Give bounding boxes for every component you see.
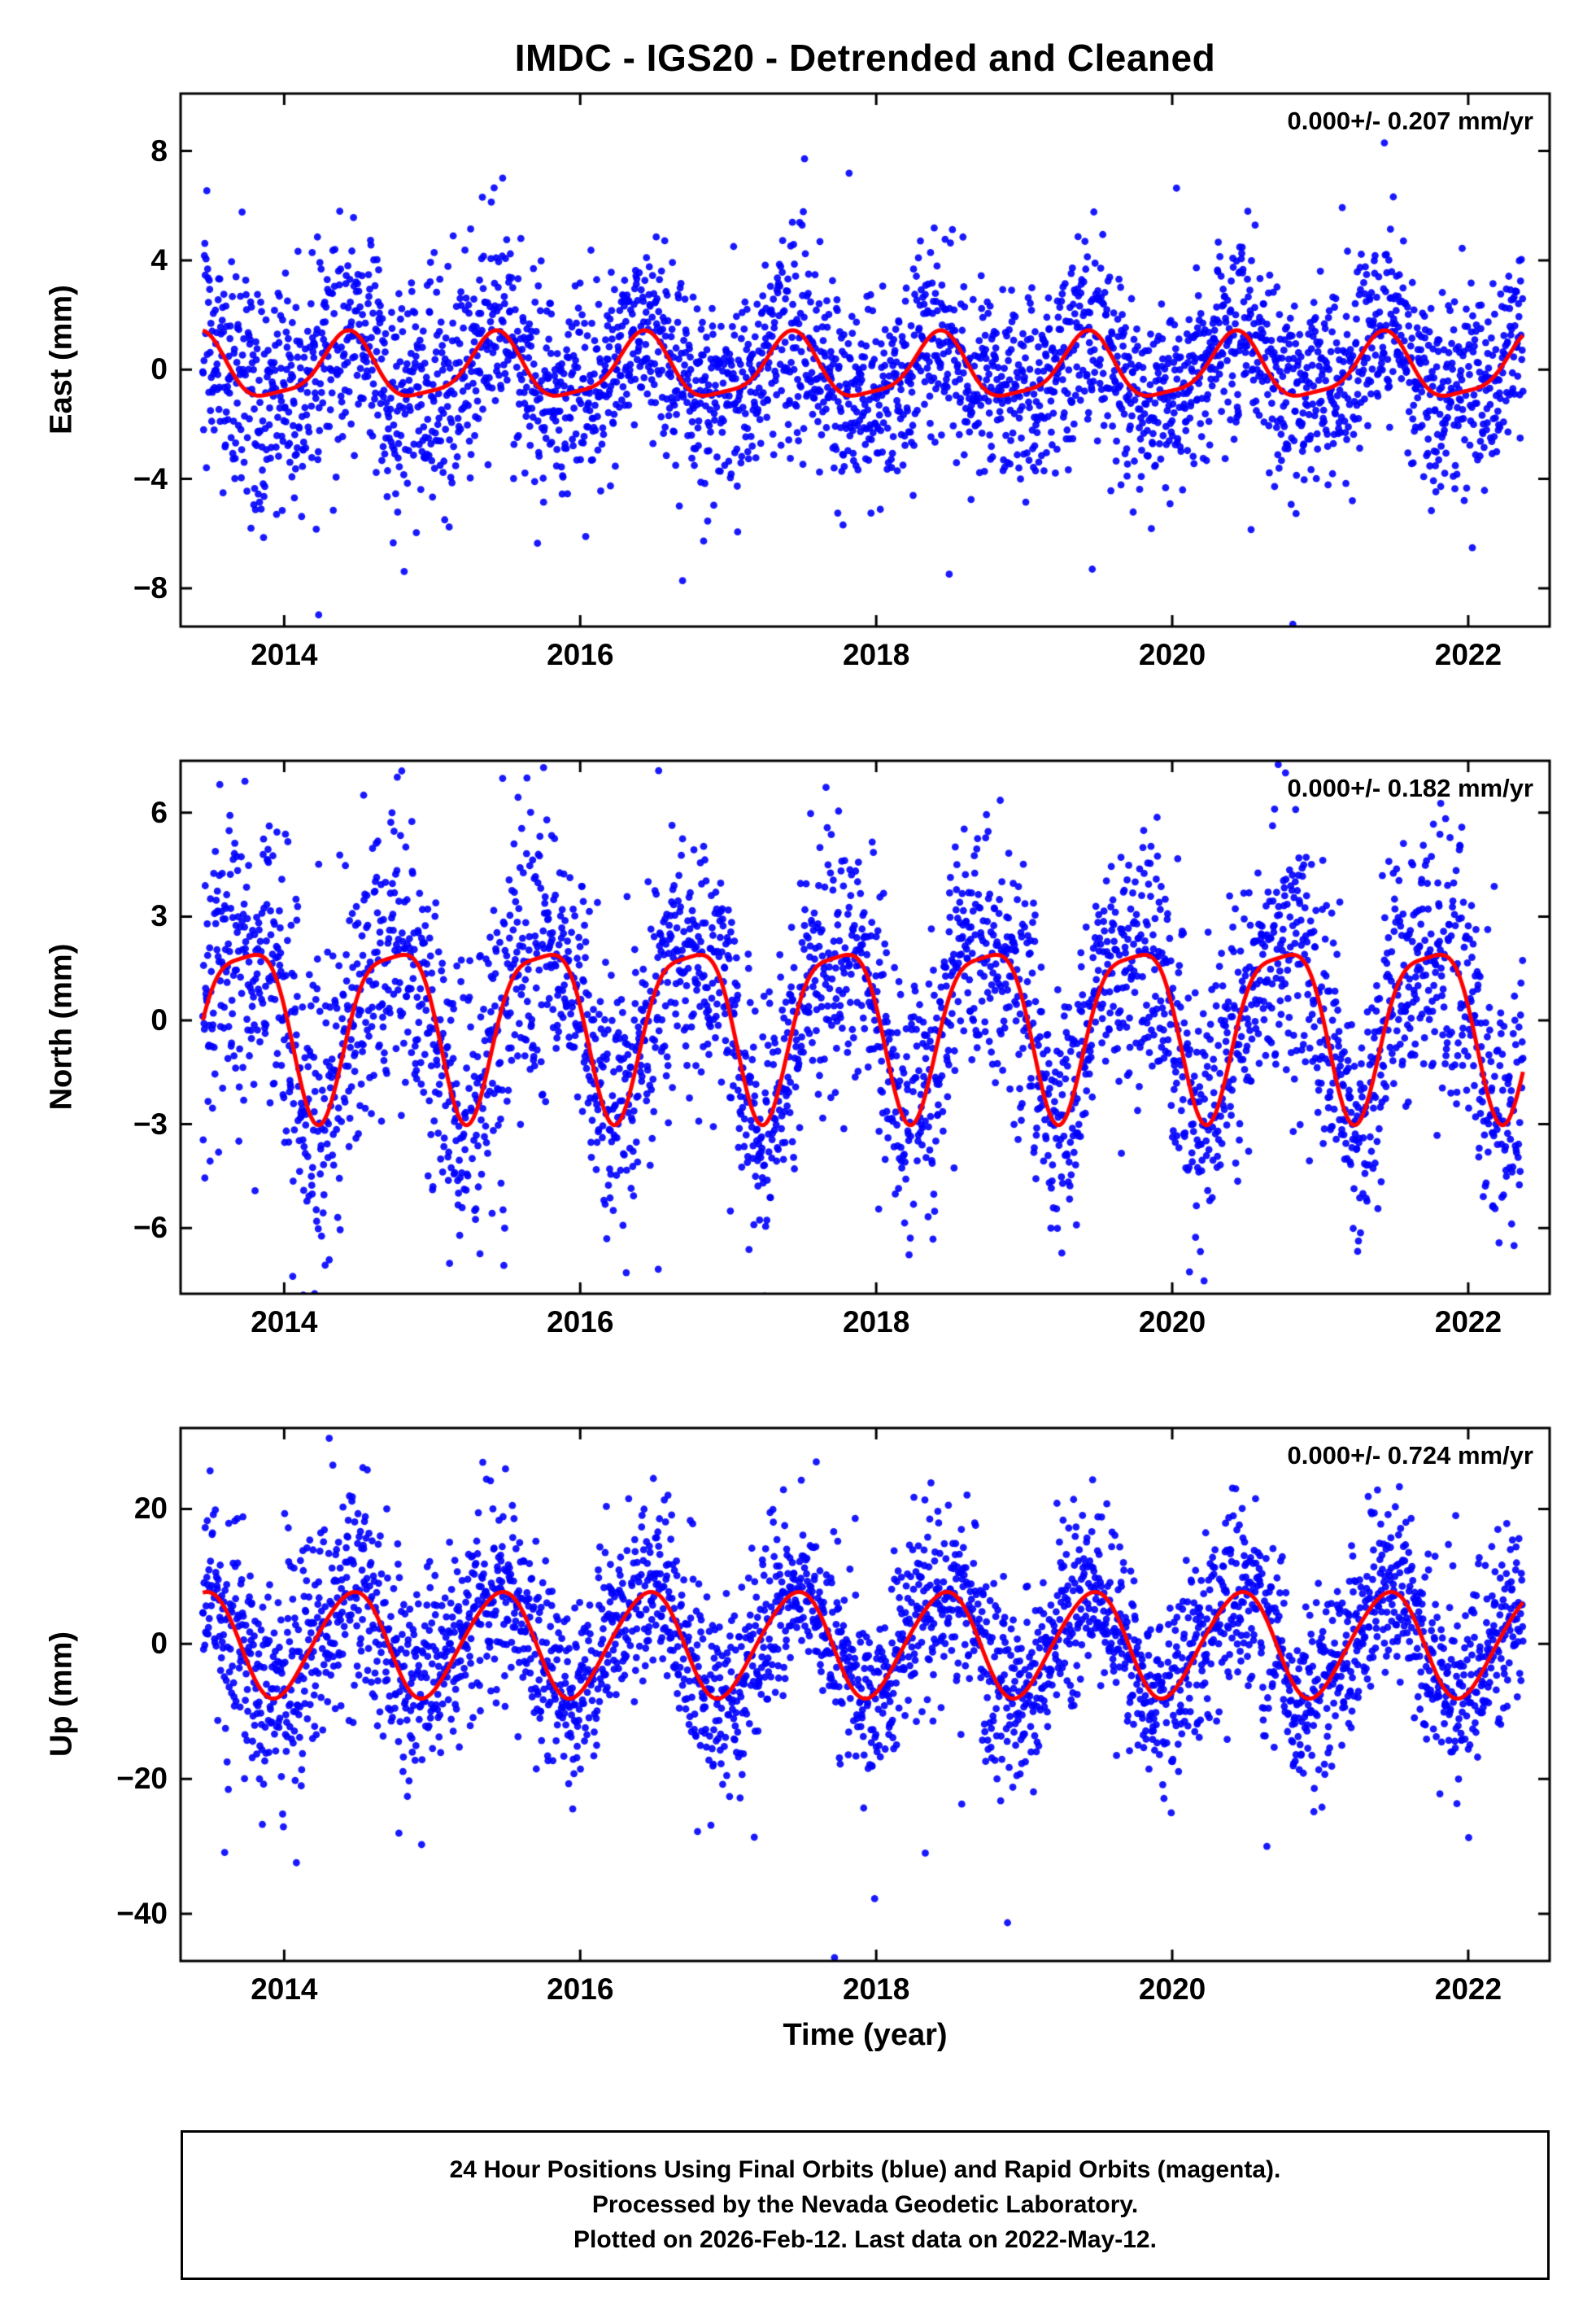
up-y-tick-label: 20 (133, 1491, 168, 1526)
north-y-tick-label: 0 (150, 1002, 168, 1037)
east-y-tick-label: −4 (133, 461, 168, 496)
up-x-tick-label: 2014 (251, 1972, 318, 2006)
east-y-tick-label: 8 (150, 133, 168, 168)
north-x-tick-label: 2020 (1138, 1305, 1206, 1339)
north-y-tick-label: 3 (150, 899, 168, 933)
east-rate-annotation: 0.000+/- 0.207 mm/yr (1287, 107, 1533, 135)
up-y-tick-label: −20 (116, 1762, 168, 1796)
east-x-tick-label: 2016 (547, 638, 614, 671)
page-title: IMDC - IGS20 - Detrended and Cleaned (514, 37, 1216, 79)
east-y-tick-label: −8 (133, 570, 168, 605)
north-y-tick-label: 6 (150, 795, 168, 829)
up-x-tick-label: 2022 (1434, 1972, 1502, 2006)
up-rate-annotation: 0.000+/- 0.724 mm/yr (1287, 1441, 1533, 1470)
up-y-tick-label: −40 (116, 1896, 168, 1930)
up-plot-canvas (163, 1410, 1568, 1979)
north-x-tick-label: 2018 (842, 1305, 910, 1339)
east-y-tick-label: 4 (150, 242, 168, 277)
east-x-tick-label: 2018 (842, 638, 910, 671)
east-x-tick-label: 2022 (1434, 638, 1502, 671)
footer-line-1: 24 Hour Positions Using Final Orbits (bl… (449, 2156, 1281, 2183)
up-x-tick-label: 2020 (1138, 1972, 1206, 2006)
north-x-tick-label: 2016 (547, 1305, 614, 1339)
footer-caption-box: 24 Hour Positions Using Final Orbits (bl… (181, 2130, 1550, 2280)
footer-line-3: Plotted on 2026-Feb-12. Last data on 202… (573, 2226, 1157, 2253)
east-x-tick-label: 2020 (1138, 638, 1206, 671)
north-y-tick-label: −3 (133, 1107, 168, 1141)
north-rate-annotation: 0.000+/- 0.182 mm/yr (1287, 774, 1533, 802)
east-plot-canvas (163, 76, 1568, 644)
up-y-tick-label: 0 (150, 1627, 168, 1661)
north-x-tick-label: 2014 (251, 1305, 318, 1339)
x-axis-label: Time (year) (783, 2018, 948, 2052)
east-x-tick-label: 2014 (251, 638, 318, 671)
up-x-tick-label: 2018 (842, 1972, 910, 2006)
north-y-tick-label: −6 (133, 1211, 168, 1245)
up-axis-label: Up (mm) (44, 1631, 79, 1758)
east-y-tick-label: 0 (150, 352, 168, 387)
north-x-tick-label: 2022 (1434, 1305, 1502, 1339)
north-axis-label: North (mm) (44, 943, 79, 1111)
footer-line-2: Processed by the Nevada Geodetic Laborat… (591, 2191, 1139, 2218)
up-x-tick-label: 2016 (547, 1972, 614, 2006)
north-plot-canvas (163, 743, 1568, 1312)
east-axis-label: East (mm) (44, 285, 79, 435)
